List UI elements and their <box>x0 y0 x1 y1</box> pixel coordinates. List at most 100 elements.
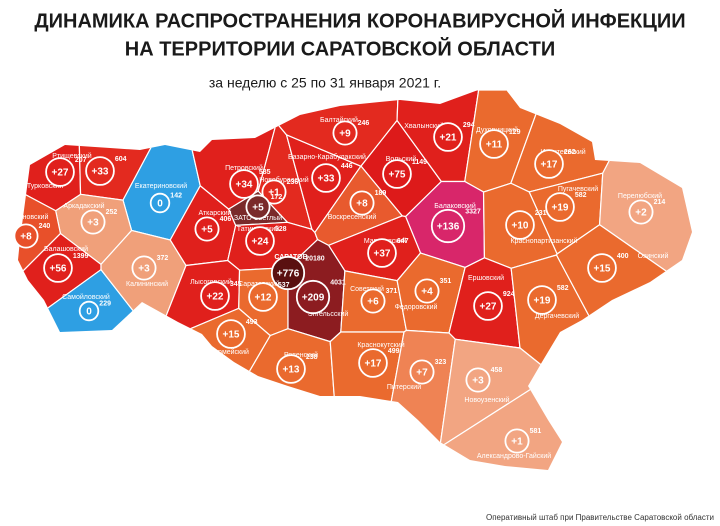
total-label: 493 <box>246 319 258 326</box>
district-name: Самойловский <box>62 293 110 301</box>
district-name: Ровенский <box>284 351 318 359</box>
district-name: Екатериновский <box>135 182 187 190</box>
district-name: Ртищевский <box>52 152 91 160</box>
district-name: Воскресенский <box>328 213 377 221</box>
total-label: 240 <box>39 223 51 230</box>
district-name: Аркадакский <box>63 202 104 210</box>
increase-badge <box>45 157 75 187</box>
increase-label: +9 <box>339 129 351 140</box>
district-area <box>130 307 272 470</box>
increase-badge <box>261 179 287 205</box>
labels: Турковский+27207Ртищевский+33604Екатерин… <box>6 116 669 460</box>
increase-badge <box>229 169 259 199</box>
increase-label: +5 <box>201 225 213 236</box>
increase-label: +37 <box>374 249 391 260</box>
total-label: 446 <box>341 163 353 170</box>
increase-label: +75 <box>389 170 406 181</box>
total-label: 372 <box>157 255 169 262</box>
increase-badge <box>479 129 509 159</box>
increase-label: +33 <box>92 167 109 178</box>
increase-label: +3 <box>87 218 99 229</box>
increase-badge <box>43 253 73 283</box>
increase-label: +136 <box>437 222 460 233</box>
increase-badge <box>248 282 278 312</box>
total-label: 323 <box>435 359 447 366</box>
increase-badge <box>409 359 435 385</box>
district-name: Петровский <box>225 164 263 172</box>
total-label: 231 <box>535 210 547 217</box>
total-label: 458 <box>491 367 503 374</box>
district-name: Ивантеевский <box>540 148 585 156</box>
footer: Оперативный штаб при Правительстве Сарат… <box>486 513 714 522</box>
total-label: 1399 <box>73 253 89 260</box>
increase-label: 0 <box>157 199 163 210</box>
increase-label: +12 <box>255 293 272 304</box>
increase-badge <box>80 209 106 235</box>
title-line: НА ТЕРРИТОРИИ САРАТОВСКОЙ ОБЛАСТИ <box>125 36 555 60</box>
total-label: 262 <box>564 149 576 156</box>
district-name: Дергачевский <box>535 312 579 320</box>
total-label: 585 <box>259 169 271 176</box>
total-label: 214 <box>654 199 666 206</box>
total-label: 207 <box>75 157 87 164</box>
increase-badge <box>545 192 575 222</box>
increase-badge <box>349 190 375 216</box>
increase-badge <box>414 278 440 304</box>
total-label: 4031 <box>330 280 346 287</box>
increase-label: +17 <box>365 359 382 370</box>
total-label: 252 <box>106 209 118 216</box>
title-line: ДИНАМИКА РАСПРОСТРАНЕНИЯ КОРОНАВИРУСНОЙ … <box>34 8 685 32</box>
district-name: Новобурасский <box>259 176 309 184</box>
increase-badge <box>311 163 341 193</box>
increase-label: +776 <box>277 269 300 280</box>
district-name: Пугачевский <box>558 185 598 193</box>
increase-label: +1 <box>511 437 523 448</box>
increase-badge <box>367 238 397 268</box>
increase-label: +21 <box>440 133 457 144</box>
total-label: 20180 <box>305 256 325 263</box>
increase-label: +8 <box>356 199 368 210</box>
increase-badge <box>534 149 564 179</box>
total-label: 229 <box>99 301 111 308</box>
total-label: 142 <box>170 193 182 200</box>
increase-badge <box>295 279 331 315</box>
total-label: 604 <box>115 156 127 163</box>
total-label: 238 <box>306 354 318 361</box>
district-name: Перелюбский <box>618 192 662 200</box>
district-name: Базарно-Карабулакский <box>288 153 366 161</box>
increase-label: +17 <box>541 160 558 171</box>
total-label: 406 <box>220 216 232 223</box>
district-name: Советский <box>350 285 384 293</box>
increase-badge <box>245 194 271 220</box>
increase-label: +4 <box>421 287 433 298</box>
increase-label: +13 <box>283 365 300 376</box>
total-label: 924 <box>503 291 515 298</box>
increase-label: +24 <box>252 237 269 248</box>
district-name: Хвалынский <box>404 122 444 130</box>
increase-badge <box>194 216 220 242</box>
district-name: Федоровский <box>395 303 438 311</box>
increase-badge <box>78 300 100 322</box>
increase-badge <box>360 288 386 314</box>
increase-badge <box>465 367 491 393</box>
total-label: 351 <box>440 278 452 285</box>
increase-label: +15 <box>594 264 611 275</box>
increase-label: +10 <box>512 221 529 232</box>
increase-label: 0 <box>86 307 92 318</box>
district-name: Балаковский <box>434 202 476 210</box>
increase-label: +209 <box>302 293 325 304</box>
total-label: 582 <box>575 192 587 199</box>
total-label: 400 <box>617 253 629 260</box>
increase-badge <box>131 255 157 281</box>
increase-badge <box>332 120 358 146</box>
total-label: 528 <box>275 226 287 233</box>
increase-label: +27 <box>480 302 497 313</box>
increase-badge <box>527 285 557 315</box>
increase-badge <box>216 319 246 349</box>
district-name: Балашовский <box>44 245 88 253</box>
total-label: 236 <box>287 179 299 186</box>
increase-badge <box>504 428 530 454</box>
total-label: 537 <box>278 282 290 289</box>
